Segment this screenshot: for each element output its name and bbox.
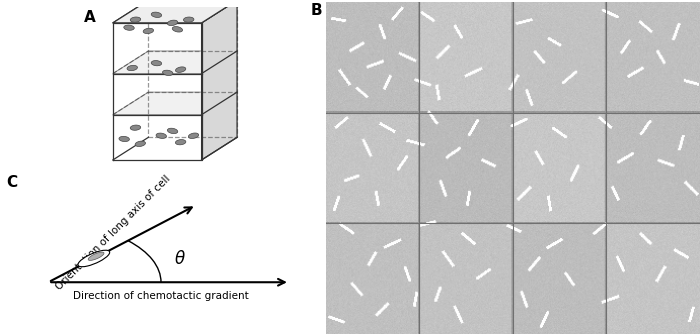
Ellipse shape bbox=[188, 133, 199, 138]
Text: B: B bbox=[311, 3, 322, 18]
Polygon shape bbox=[202, 0, 237, 160]
Ellipse shape bbox=[162, 70, 173, 76]
Ellipse shape bbox=[151, 12, 162, 17]
Ellipse shape bbox=[172, 27, 183, 32]
Ellipse shape bbox=[167, 20, 178, 26]
Ellipse shape bbox=[176, 139, 186, 145]
Ellipse shape bbox=[151, 60, 162, 66]
Ellipse shape bbox=[88, 252, 104, 260]
Ellipse shape bbox=[135, 141, 146, 146]
Ellipse shape bbox=[124, 25, 134, 30]
Ellipse shape bbox=[130, 125, 141, 130]
Ellipse shape bbox=[119, 136, 130, 141]
Ellipse shape bbox=[167, 128, 178, 134]
Polygon shape bbox=[113, 92, 237, 115]
Text: Orientation of long axis of cell: Orientation of long axis of cell bbox=[54, 174, 172, 292]
Ellipse shape bbox=[144, 28, 153, 34]
Polygon shape bbox=[113, 51, 237, 74]
Ellipse shape bbox=[130, 17, 141, 22]
Ellipse shape bbox=[78, 250, 110, 267]
Ellipse shape bbox=[156, 133, 167, 138]
Text: θ: θ bbox=[175, 251, 186, 268]
Polygon shape bbox=[113, 0, 237, 23]
Text: Direction of chemotactic gradient: Direction of chemotactic gradient bbox=[73, 291, 249, 301]
Text: A: A bbox=[84, 10, 96, 25]
Text: C: C bbox=[6, 175, 18, 190]
Ellipse shape bbox=[176, 67, 186, 72]
Ellipse shape bbox=[127, 65, 137, 71]
Ellipse shape bbox=[183, 17, 194, 22]
